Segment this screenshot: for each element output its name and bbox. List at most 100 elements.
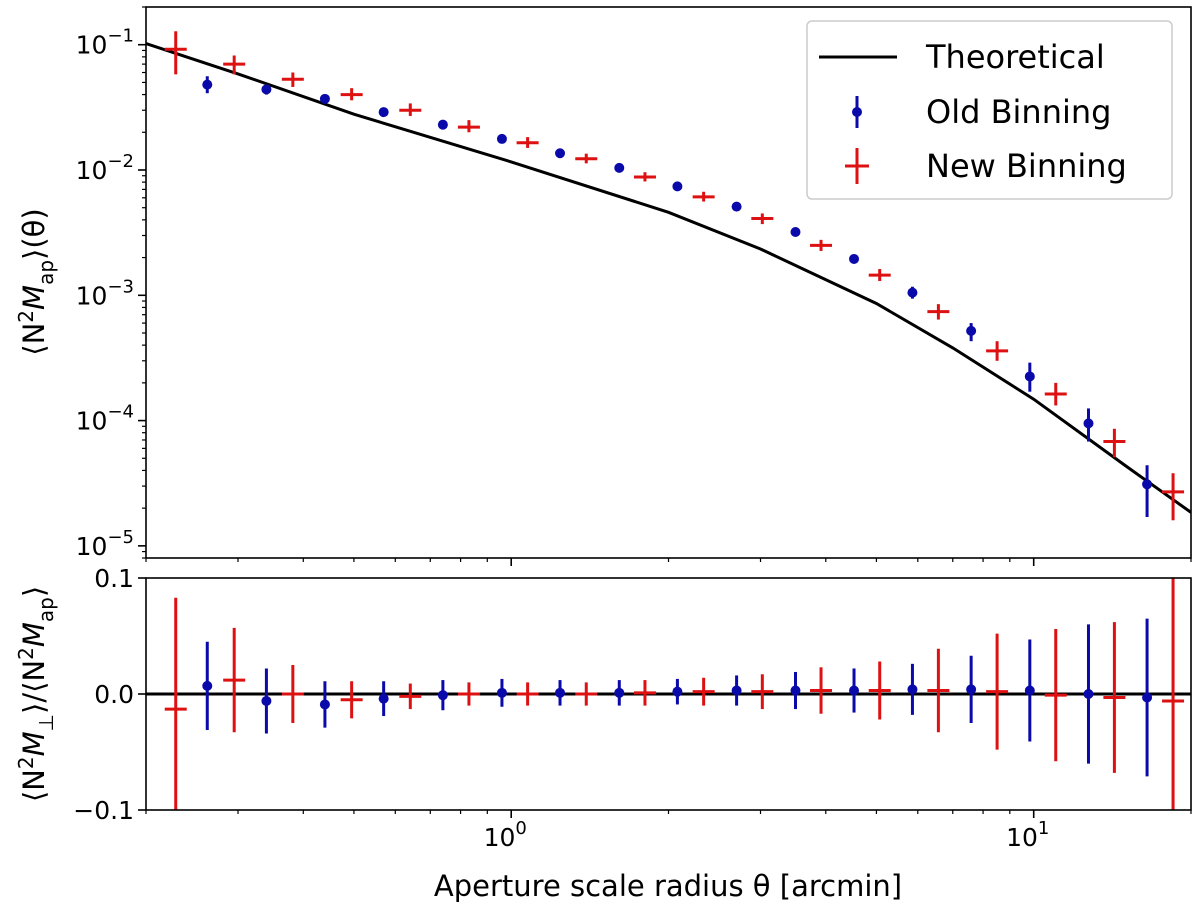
old-binning-ratio-point (202, 641, 213, 730)
old-binning-marker (731, 201, 742, 212)
new-binning-point (986, 341, 1009, 361)
old-binning-ratio-marker (907, 684, 918, 695)
old-binning-ratio-marker (202, 680, 213, 691)
new-binning-ratio-point (751, 674, 774, 710)
old-binning-point (849, 253, 860, 264)
old-binning-marker (437, 119, 448, 130)
new-binning-ratio-point (692, 677, 715, 706)
new-binning-ratio-point (633, 680, 656, 706)
x-axis-label: Aperture scale radius θ [arcmin] (434, 869, 902, 902)
old-binning-point (1024, 362, 1035, 392)
old-binning-marker (555, 148, 566, 159)
new-binning-point (1044, 382, 1067, 406)
old-binning-ratio-marker (378, 693, 389, 704)
old-binning-point (672, 181, 683, 192)
new-binning-ratio-point (457, 682, 480, 706)
old-binning-ratio-marker (790, 685, 801, 696)
new-binning-ratio-point (1103, 622, 1126, 773)
old-binning-point (614, 162, 625, 173)
old-binning-ratio-marker (849, 685, 860, 696)
old-binning-point (319, 93, 330, 104)
top-y-tick-label: 10−1 (76, 26, 134, 60)
old-binning-point (437, 119, 448, 130)
old-binning-point (378, 107, 389, 118)
old-binning-ratio-marker (1083, 689, 1094, 699)
old-binning-ratio-marker (555, 687, 566, 698)
old-binning-marker (319, 93, 330, 104)
new-binning-point (516, 137, 539, 148)
new-binning-ratio-point (575, 682, 598, 706)
old-binning-ratio-point (672, 678, 683, 705)
old-binning-ratio-point (966, 655, 977, 723)
old-binning-point (202, 76, 213, 94)
new-binning-point (810, 239, 833, 251)
old-binning-ratio-point (319, 681, 330, 728)
old-binning-marker (849, 253, 860, 264)
old-binning-marker (1083, 418, 1094, 429)
old-binning-point (966, 323, 977, 342)
old-binning-marker (202, 79, 213, 90)
top-y-tick-label: 10−3 (76, 276, 134, 310)
new-binning-ratio-point (399, 683, 422, 710)
legend-new-binning-label: New Binning (926, 147, 1127, 185)
old-binning-ratio-point (378, 681, 389, 717)
new-binning-ratio-point (927, 648, 950, 733)
old-binning-point (790, 226, 801, 237)
old-binning-marker (1024, 371, 1035, 382)
top-y-tick-label: 10−5 (76, 527, 134, 561)
old-binning-ratio-marker (261, 695, 272, 706)
old-binning-point (555, 148, 566, 159)
old-binning-point (907, 286, 918, 299)
old-binning-ratio-point (849, 668, 860, 713)
new-binning-ratio-point (810, 667, 833, 714)
new-binning-ratio-point (164, 597, 187, 810)
top-panel: 10−5 10−4 10−3 10−2 10−1 ⟨N2Map⟩(θ) Theoreti… (14, 6, 1192, 566)
old-binning-marker (1142, 479, 1153, 490)
old-binning-ratio-point (555, 680, 566, 706)
old-binning-ratio-marker (672, 686, 683, 697)
old-binning-ratio-marker (437, 690, 448, 701)
old-binning-marker (496, 133, 507, 144)
old-binning-point (731, 201, 742, 212)
old-binning-ratio-point (1083, 624, 1094, 764)
legend-theoretical-label: Theoretical (925, 38, 1105, 76)
old-binning-ratio-point (614, 680, 625, 706)
new-binning-point (1162, 473, 1185, 521)
new-binning-ratio-point (986, 633, 1009, 750)
legend-old-binning-label: Old Binning (926, 93, 1111, 131)
old-binning-ratio-point (437, 680, 448, 711)
new-binning-ratio-point (340, 681, 363, 719)
old-binning-marker (907, 287, 918, 298)
old-binning-ratio-marker (966, 684, 977, 695)
old-binning-marker (966, 325, 977, 336)
new-binning-point (927, 304, 950, 320)
new-binning-ratio-point (223, 627, 246, 733)
new-binning-point (751, 213, 774, 225)
top-y-tick-label: 10−2 (76, 151, 134, 185)
legend-box (806, 20, 1173, 200)
old-binning-ratio-point (731, 675, 742, 706)
new-binning-point (164, 31, 187, 75)
new-binning-point (575, 153, 598, 164)
old-binning-ratio-point (790, 671, 801, 710)
old-binning-ratio-point (1142, 618, 1153, 777)
bottom-panel: 100 101 −0.1 0.0 0.1 ⟨N2M⊥⟩/⟨N2Map⟩ Aperture… (14, 564, 1192, 902)
new-binning-point (633, 172, 656, 182)
bottom-y-tick-label: 0.1 (94, 564, 134, 593)
old-binning-ratio-point (1024, 639, 1035, 742)
top-y-tick-label: 10−4 (76, 402, 134, 436)
legend-old-binning-marker (852, 107, 862, 117)
old-binning-marker (378, 107, 389, 118)
new-binning-point (868, 269, 891, 282)
old-binning-ratio-point (907, 663, 918, 715)
old-binning-ratio-marker (731, 685, 742, 696)
new-binning-point (692, 191, 715, 202)
old-binning-ratio-point (261, 668, 272, 734)
new-binning-ratio-point (281, 665, 304, 723)
bottom-y-tick-label: −0.1 (73, 796, 134, 825)
new-binning-ratio-point (868, 661, 891, 720)
legend: Theoretical Old Binning New Binning (806, 20, 1173, 200)
old-binning-marker (261, 84, 272, 95)
bottom-x-tick-label: 100 (484, 818, 527, 852)
theoretical-curve (146, 42, 1191, 514)
